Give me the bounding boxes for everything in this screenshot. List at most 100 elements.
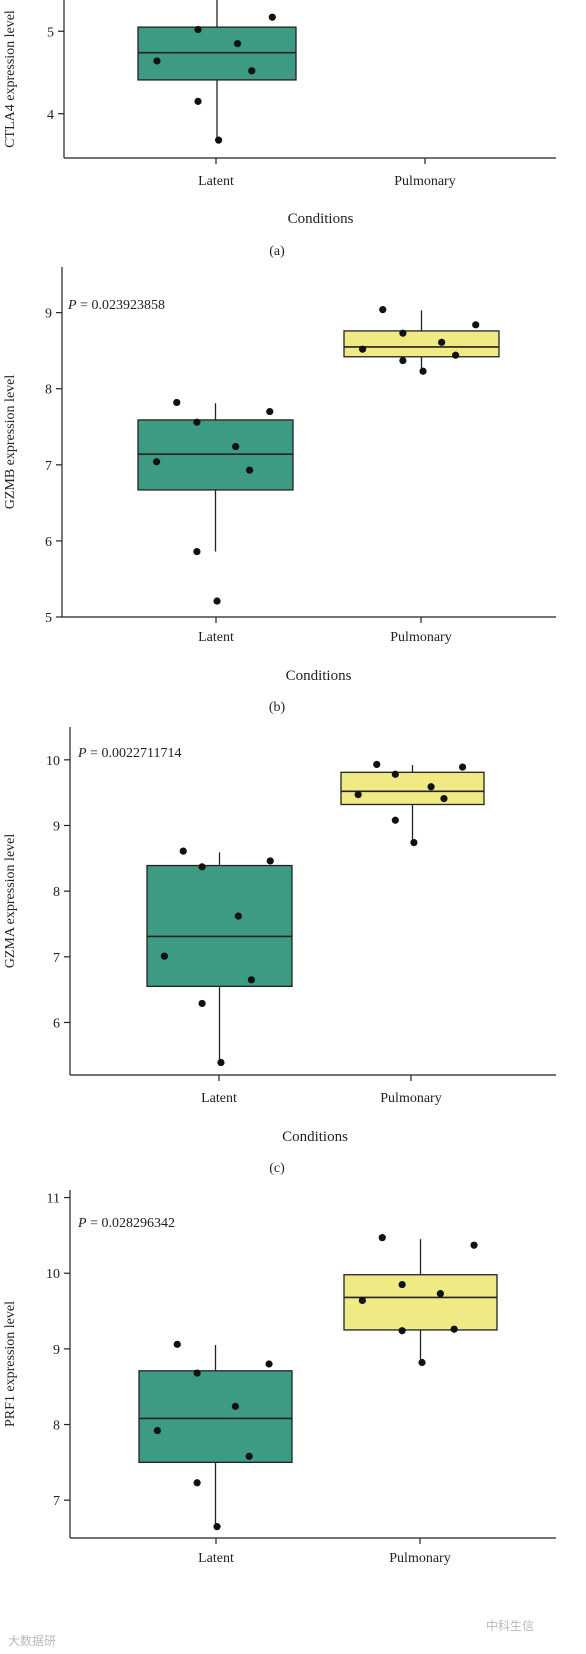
- data-point: [379, 306, 387, 314]
- x-axis-label: Conditions: [288, 211, 354, 227]
- data-point: [173, 398, 181, 407]
- y-tick-label: 7: [45, 459, 52, 474]
- data-point: [173, 1340, 181, 1348]
- data-point: [419, 367, 427, 375]
- data-point: [213, 597, 221, 605]
- data-point: [266, 857, 274, 865]
- p-value-label: P = 0.023923858: [67, 298, 165, 313]
- data-point: [153, 458, 161, 466]
- data-point: [231, 1402, 239, 1410]
- panel-label: (a): [269, 244, 285, 259]
- data-point: [438, 338, 446, 346]
- data-point: [193, 1369, 201, 1377]
- data-point: [266, 407, 274, 416]
- data-point: [354, 791, 362, 799]
- data-point: [265, 1360, 273, 1368]
- data-point: [268, 13, 276, 21]
- box-iqr: [343, 1274, 498, 1331]
- p-value-label: P = 0.0022711714: [77, 746, 181, 761]
- data-point: [410, 838, 418, 847]
- data-point: [373, 760, 381, 769]
- data-point: [358, 1296, 366, 1305]
- y-tick-label: 8: [45, 383, 52, 398]
- data-point: [450, 1325, 458, 1333]
- y-tick-label: 8: [53, 885, 60, 900]
- y-tick-label: 11: [47, 1192, 60, 1207]
- y-axis-label: GZMB expression level: [3, 375, 18, 510]
- y-tick-label: 7: [53, 1494, 60, 1509]
- data-point: [470, 1241, 478, 1249]
- data-point: [233, 40, 242, 48]
- data-point: [217, 1058, 225, 1067]
- data-point: [399, 329, 407, 337]
- data-point: [452, 351, 460, 359]
- data-point: [458, 763, 467, 771]
- chart-panel: 7 8 9 10 11 Latent Pulmonary PRF1 expression le…: [3, 1190, 556, 1566]
- data-point: [418, 1358, 426, 1367]
- box-iqr: [340, 771, 485, 806]
- panel-label: (c): [269, 1161, 285, 1176]
- x-tick-label: Latent: [198, 174, 234, 189]
- data-point: [213, 1523, 221, 1531]
- data-point: [193, 418, 201, 426]
- y-tick-label: 10: [46, 1267, 60, 1282]
- x-tick-label: Latent: [198, 1551, 234, 1566]
- data-point: [232, 442, 240, 451]
- y-axis-label: CTLA4 expression level: [3, 10, 18, 148]
- chart-panel: 6 7 8 9 10 Latent Pulmonary GZMA expression lev…: [3, 727, 556, 1176]
- y-axis-label: GZMA expression level: [3, 834, 18, 969]
- y-tick-label: 10: [46, 754, 60, 769]
- y-tick-label: 5: [45, 611, 52, 626]
- data-point: [440, 794, 448, 803]
- data-point: [398, 1280, 406, 1289]
- y-tick-label: 4: [47, 108, 54, 123]
- data-point: [398, 1327, 406, 1335]
- data-point: [153, 57, 161, 65]
- data-point: [472, 321, 480, 329]
- box-latent: [138, 1340, 293, 1531]
- data-point: [194, 97, 202, 105]
- p-value-label: P = 0.028296342: [77, 1216, 175, 1231]
- box-iqr: [138, 1370, 293, 1463]
- box-latent: [137, 398, 294, 605]
- box-pulmonary: [340, 760, 485, 847]
- y-tick-label: 9: [53, 1343, 60, 1358]
- box-iqr: [137, 26, 297, 81]
- data-point: [399, 356, 407, 365]
- data-point: [194, 26, 202, 34]
- x-tick-label: Pulmonary: [380, 1091, 441, 1106]
- data-point: [248, 67, 256, 75]
- box-latent: [146, 847, 293, 1067]
- data-point: [427, 783, 435, 791]
- x-tick-label: Latent: [201, 1091, 237, 1106]
- data-point: [179, 847, 187, 855]
- box-iqr: [146, 864, 293, 988]
- data-point: [214, 136, 223, 144]
- y-axis-label: PRF1 expression level: [3, 1301, 18, 1427]
- data-point: [193, 1479, 201, 1487]
- data-point: [436, 1290, 444, 1298]
- data-point: [234, 912, 242, 920]
- data-point: [391, 816, 399, 824]
- y-tick-label: 7: [53, 951, 60, 966]
- data-point: [246, 466, 254, 474]
- watermark-right: 中科生信: [486, 1618, 534, 1633]
- y-tick-label: 8: [53, 1419, 60, 1434]
- box-iqr: [343, 330, 500, 358]
- x-tick-label: Pulmonary: [389, 1551, 450, 1566]
- data-point: [198, 863, 206, 871]
- data-point: [153, 1426, 161, 1435]
- data-point: [378, 1234, 386, 1242]
- chart-panel: 4 5 Latent Pulmonary CTLA4 expression level C…: [3, 0, 556, 259]
- x-tick-label: Latent: [198, 630, 234, 645]
- x-axis-label: Conditions: [282, 1129, 348, 1145]
- data-point: [391, 770, 399, 778]
- box-pulmonary: [343, 1234, 498, 1367]
- x-tick-label: Pulmonary: [390, 630, 451, 645]
- data-point: [359, 345, 367, 353]
- y-tick-label: 9: [53, 819, 60, 834]
- data-point: [198, 999, 206, 1008]
- box-pulmonary: [343, 306, 500, 375]
- y-tick-label: 6: [53, 1016, 60, 1031]
